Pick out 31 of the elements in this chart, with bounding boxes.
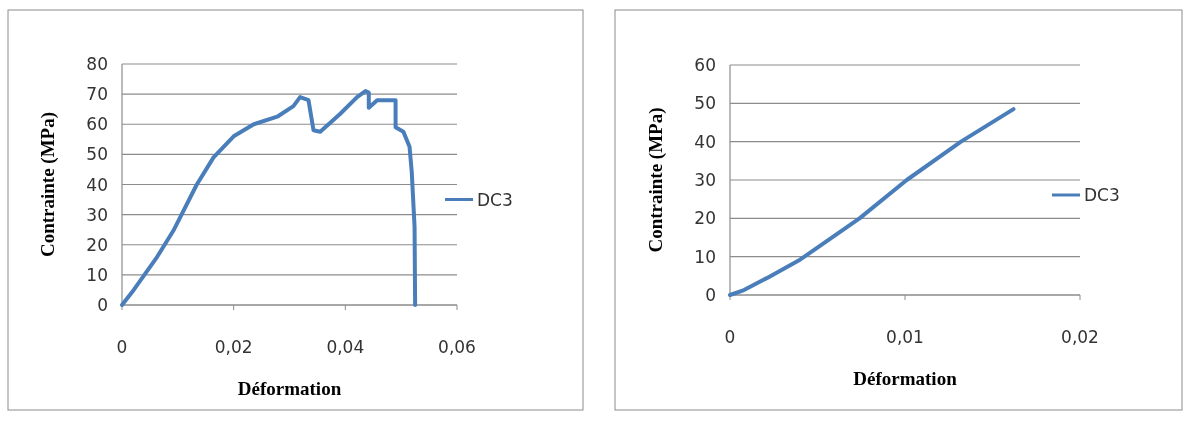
x-tick-label: 0,02	[214, 337, 253, 357]
y-tick-label: 30	[86, 204, 108, 225]
y-tick-label: 10	[86, 264, 108, 285]
line-series	[728, 107, 1016, 297]
x-tick-label: 0,06	[438, 337, 476, 357]
y-tick-label: 50	[86, 144, 108, 165]
y-tick-label: 10	[694, 246, 716, 267]
y-axis-title: Contrainte (MPa)	[37, 111, 59, 258]
y-tick-label: 60	[86, 114, 108, 135]
y-tick-label: 80	[86, 54, 108, 74]
x-axis-title: Déformation	[853, 368, 958, 389]
y-tick-label: 40	[694, 131, 716, 152]
y-tick-label: 20	[694, 208, 716, 229]
x-tick-label: 0	[116, 337, 128, 357]
y-tick-label: 50	[694, 93, 716, 114]
y-tick-label: 40	[86, 174, 108, 195]
x-tick-label: 0,04	[326, 337, 365, 357]
x-tick-label: 0	[724, 327, 736, 347]
x-tick-label: 0,01	[886, 327, 924, 347]
line-series	[120, 89, 418, 307]
x-axis-title: Déformation	[237, 378, 342, 399]
y-tick-label: 0	[97, 295, 108, 315]
y-axis-title: Contrainte (MPa)	[645, 107, 667, 253]
y-tick-label: 60	[694, 55, 716, 75]
y-tick-label: 30	[694, 170, 716, 190]
y-tick-label: 0	[705, 285, 716, 305]
legend-label: DC3	[477, 189, 513, 210]
y-tick-label: 70	[86, 84, 108, 105]
legend-label: DC3	[1084, 185, 1120, 205]
y-tick-label: 20	[86, 234, 108, 255]
x-tick-label: 0,02	[1061, 327, 1099, 347]
